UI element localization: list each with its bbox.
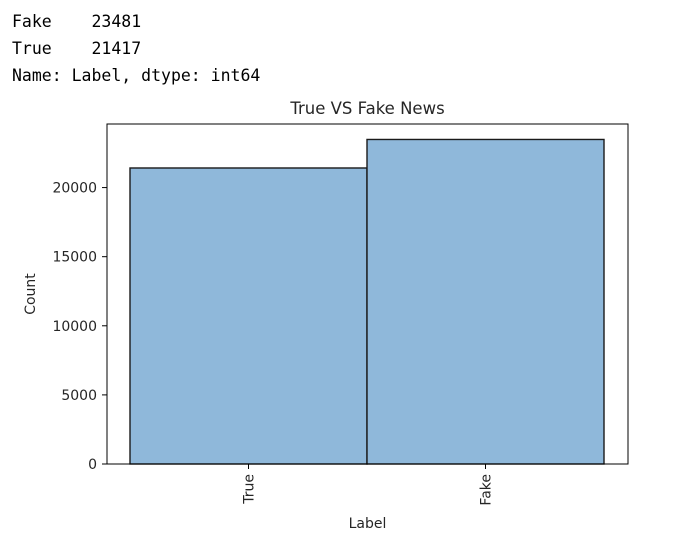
y-tick-label: 15000 [52, 250, 97, 266]
bar-fake [366, 138, 605, 465]
output-line-dtype: Name: Label, dtype: int64 [12, 66, 261, 85]
x-tick-label-fake: Fake [479, 474, 495, 506]
y-tick-label: 20000 [52, 181, 97, 197]
y-tick-label: 0 [88, 457, 97, 473]
bar-true [129, 167, 368, 465]
chart-title: True VS Fake News [289, 99, 444, 118]
x-tick-label-true: True [242, 474, 258, 505]
output-line-true: True 21417 [12, 39, 142, 58]
x-axis-label: Label [349, 516, 387, 532]
output-line-fake: Fake 23481 [12, 12, 142, 31]
y-tick-label: 5000 [61, 388, 97, 404]
y-axis-label: Count [23, 273, 39, 315]
y-tick-label: 10000 [52, 319, 97, 335]
printed-output: Fake 23481 True 21417 Name: Label, dtype: … [12, 8, 260, 89]
axes-frame [106, 123, 629, 465]
